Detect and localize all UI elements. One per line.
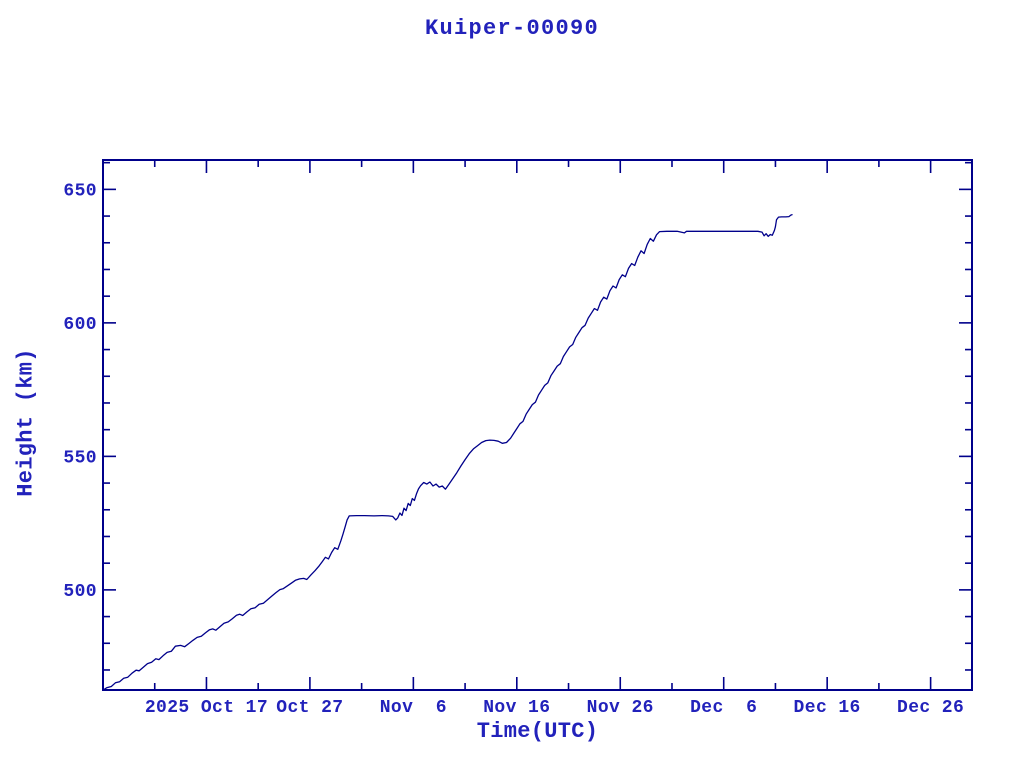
- x-axis-tick-label: Dec 16: [794, 698, 861, 718]
- x-axis-tick-label: Nov 16: [483, 698, 550, 718]
- x-axis-tick-label: Nov 26: [587, 698, 654, 718]
- x-axis-tick-label: 2025 Oct 17: [145, 698, 268, 718]
- y-axis-tick-label: 650: [63, 181, 97, 201]
- chart-title: Kuiper-00090: [424, 16, 600, 41]
- x-axis-title: Time(UTC): [476, 719, 599, 744]
- plot-frame: [102, 159, 973, 691]
- y-axis-tick-label: 600: [63, 315, 97, 335]
- y-axis-tick-label: 550: [63, 448, 97, 468]
- x-axis-tick-label: Oct 27: [276, 698, 343, 718]
- y-axis-tick-label: 500: [63, 582, 97, 602]
- x-axis-tick-label: Nov 6: [380, 698, 447, 718]
- height-series-line: [102, 214, 793, 691]
- x-axis-tick-label: Dec 6: [690, 698, 757, 718]
- x-axis-tick-label: Dec 26: [897, 698, 964, 718]
